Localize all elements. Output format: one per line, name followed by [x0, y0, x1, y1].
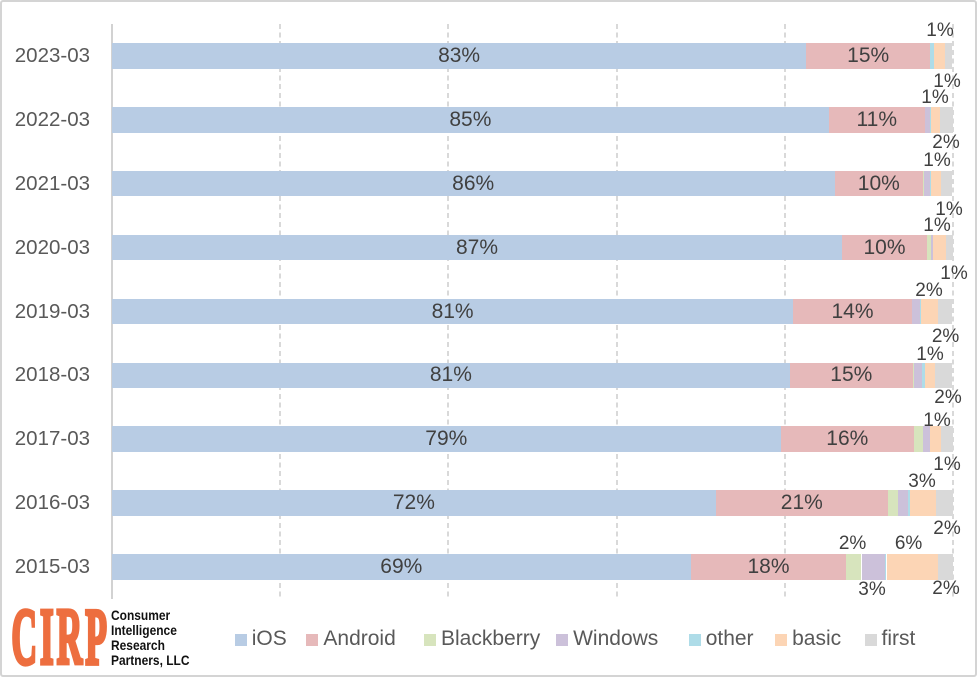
svg-text:CIRP: CIRP	[11, 606, 107, 670]
